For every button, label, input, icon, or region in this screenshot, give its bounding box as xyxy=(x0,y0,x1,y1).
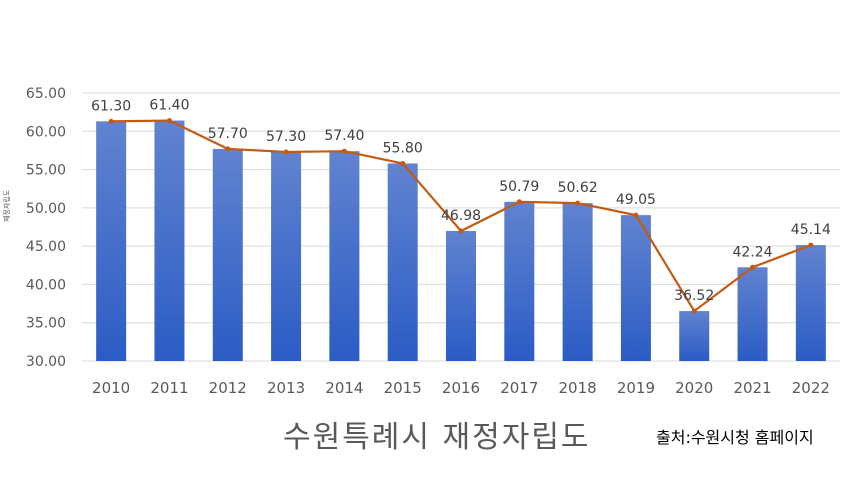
data-label: 50.79 xyxy=(499,179,539,195)
chart-title: 수원특례시 재정자립도 xyxy=(283,420,591,455)
data-label: 50.62 xyxy=(558,180,598,196)
y-axis-label: 재정자립도 xyxy=(3,189,11,222)
line-point xyxy=(166,118,172,124)
x-tick-label: 2010 xyxy=(92,379,130,397)
x-tick-label: 2019 xyxy=(617,379,655,397)
data-label: 36.52 xyxy=(674,288,714,304)
line-point xyxy=(750,264,756,270)
data-label: 57.70 xyxy=(208,126,248,142)
line-point xyxy=(808,242,814,248)
x-axis-ticks: 2010 2011 2012 2013 2014 2015 2016 2017 2018 2019… xyxy=(92,379,830,397)
y-tick-label: 35.00 xyxy=(26,316,66,332)
bar xyxy=(96,121,127,362)
y-tick-label: 65.00 xyxy=(26,86,66,102)
x-tick-label: 2022 xyxy=(792,379,830,397)
data-label: 57.40 xyxy=(324,128,364,144)
bar xyxy=(271,151,302,361)
line-point xyxy=(633,212,639,218)
y-tick-label: 40.00 xyxy=(26,277,66,293)
data-label: 45.14 xyxy=(791,222,831,238)
x-tick-label: 2020 xyxy=(675,379,713,397)
bar xyxy=(329,151,360,361)
x-tick-label: 2021 xyxy=(733,379,771,397)
line-point xyxy=(575,200,581,206)
line-point xyxy=(516,199,522,205)
data-label: 46.98 xyxy=(441,208,481,224)
bar xyxy=(795,245,826,361)
x-tick-label: 2011 xyxy=(150,379,188,397)
line-point xyxy=(691,308,697,314)
data-label: 49.05 xyxy=(616,192,656,208)
bar xyxy=(737,267,768,361)
data-label: 61.40 xyxy=(149,98,189,114)
x-tick-label: 2016 xyxy=(442,379,480,397)
data-label: 61.30 xyxy=(91,98,131,114)
bar xyxy=(212,148,243,361)
bar xyxy=(387,163,418,361)
x-tick-label: 2013 xyxy=(267,379,305,397)
y-tick-label: 60.00 xyxy=(26,124,66,140)
x-tick-label: 2017 xyxy=(500,379,538,397)
y-tick-label: 45.00 xyxy=(26,239,66,255)
data-label: 55.80 xyxy=(383,140,423,156)
line-point xyxy=(283,149,289,155)
y-axis-ticks: 30.00 35.00 40.00 45.00 50.00 55.00 60.00 65.00 xyxy=(26,86,66,370)
bar xyxy=(154,120,185,362)
data-label: 57.30 xyxy=(266,129,306,145)
bar xyxy=(504,201,535,361)
x-tick-label: 2015 xyxy=(384,379,422,397)
y-tick-label: 30.00 xyxy=(26,354,66,370)
line-point xyxy=(341,148,347,154)
y-tick-label: 50.00 xyxy=(26,201,66,217)
line-point xyxy=(400,160,406,166)
x-tick-label: 2012 xyxy=(209,379,247,397)
data-labels: 61.30 61.40 57.70 57.30 57.40 55.80 46.98 50.79… xyxy=(91,98,831,305)
bar xyxy=(562,203,593,361)
bar xyxy=(446,230,476,361)
x-tick-label: 2018 xyxy=(559,379,597,397)
bars xyxy=(96,120,826,362)
x-tick-label: 2014 xyxy=(325,379,363,397)
chart-source: 출처:수원시청 홈페이지 xyxy=(656,428,814,447)
y-tick-label: 55.00 xyxy=(26,163,66,179)
bar xyxy=(679,311,710,361)
line-point xyxy=(458,228,464,234)
trend-line xyxy=(108,118,814,314)
bar xyxy=(620,215,651,361)
data-label: 42.24 xyxy=(732,244,772,260)
line-point xyxy=(108,118,114,124)
line-point xyxy=(225,146,231,152)
